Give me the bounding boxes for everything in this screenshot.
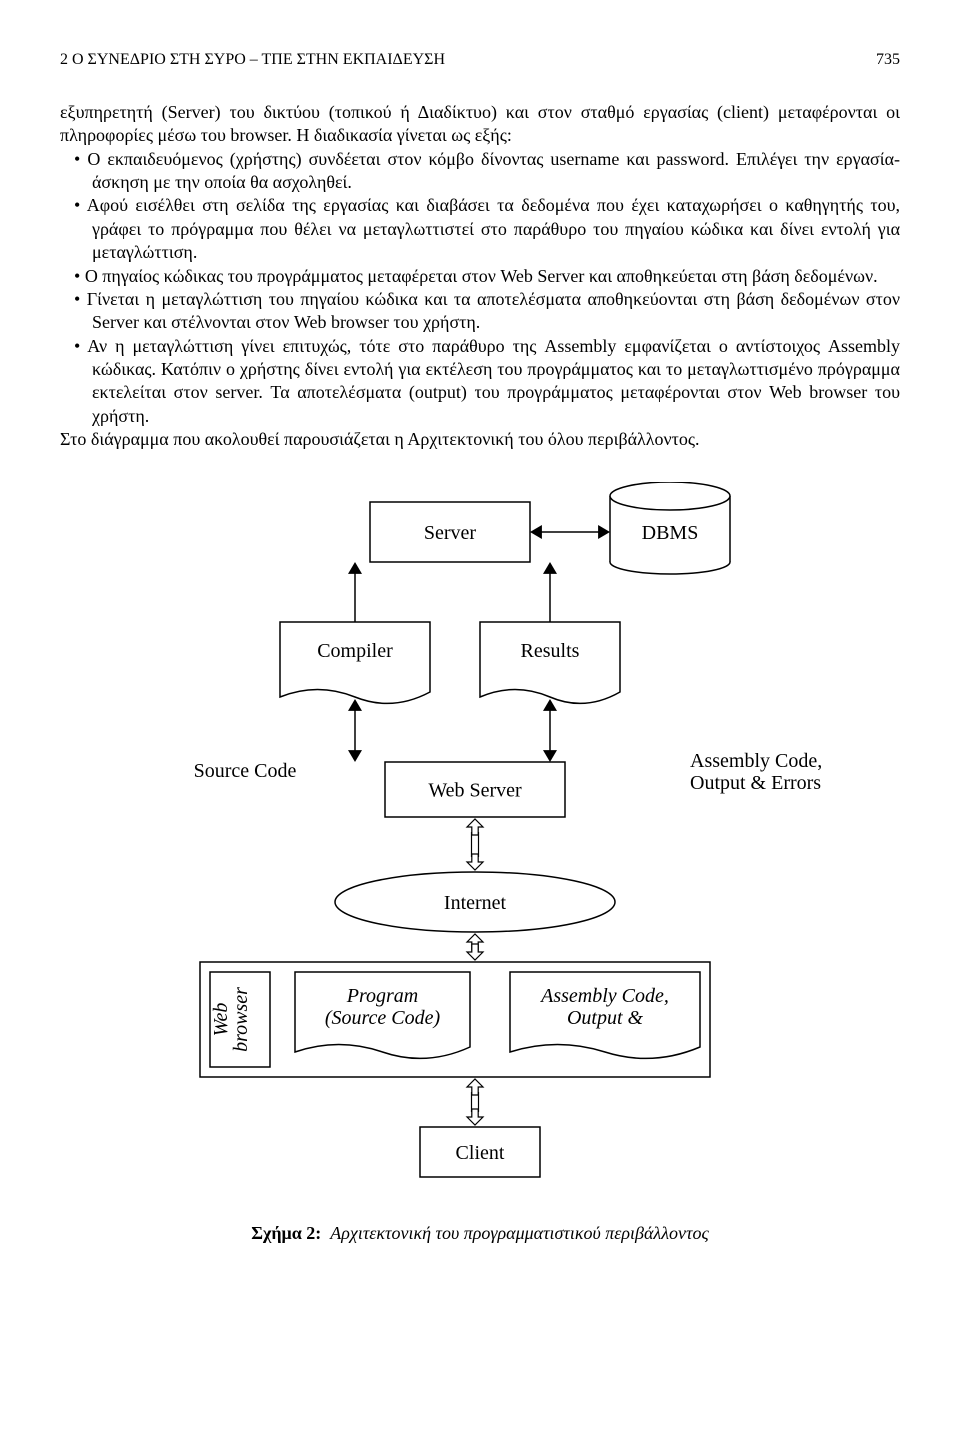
caption-text: Αρχιτεκτονική του προγραμματιστικού περι… bbox=[330, 1223, 708, 1243]
bullet-2: Αφού εισέλθει στη σελίδα της εργασίας κα… bbox=[60, 194, 900, 264]
svg-text:Source Code: Source Code bbox=[194, 760, 297, 782]
svg-text:Server: Server bbox=[424, 522, 477, 544]
header-left: 2 Ο ΣΥΝΕΔΡΙΟ ΣΤΗ ΣΥΡΟ – ΤΠΕ ΣΤΗΝ ΕΚΠΑΙΔΕ… bbox=[60, 50, 445, 71]
svg-text:Assembly Code,Output & Errors: Assembly Code,Output & Errors bbox=[690, 750, 822, 794]
svg-text:Web Server: Web Server bbox=[428, 779, 522, 801]
page-number: 735 bbox=[876, 50, 900, 71]
caption-label: Σχήμα 2: bbox=[251, 1223, 321, 1243]
svg-text:DBMS: DBMS bbox=[642, 522, 699, 544]
bullet-5: Αν η μεταγλώττιση γίνει επιτυχώς, τότε σ… bbox=[60, 335, 900, 429]
figure-caption: Σχήμα 2: Αρχιτεκτονική του προγραμματιστ… bbox=[60, 1222, 900, 1245]
bullet-1: Ο εκπαιδευόμενος (χρήστης) συνδέεται στο… bbox=[60, 148, 900, 195]
svg-text:Results: Results bbox=[521, 640, 580, 662]
architecture-diagram: Server DBMS Compiler Results Web Server Sourc… bbox=[130, 482, 830, 1192]
bullet-3: Ο πηγαίος κώδικας του προγράμματος μεταφ… bbox=[60, 265, 900, 288]
paragraph-intro: εξυπηρετητή (Server) του δικτύου (τοπικο… bbox=[60, 101, 900, 148]
page-header: 2 Ο ΣΥΝΕΔΡΙΟ ΣΤΗ ΣΥΡΟ – ΤΠΕ ΣΤΗΝ ΕΚΠΑΙΔΕ… bbox=[60, 50, 900, 71]
bullet-4: Γίνεται η μεταγλώττιση του πηγαίου κώδικ… bbox=[60, 288, 900, 335]
svg-text:Compiler: Compiler bbox=[317, 640, 393, 662]
svg-text:Internet: Internet bbox=[444, 892, 507, 914]
paragraph-outro: Στο διάγραμμα που ακολουθεί παρουσιάζετα… bbox=[60, 428, 900, 451]
svg-text:Client: Client bbox=[456, 1142, 505, 1164]
body-text: εξυπηρετητή (Server) του δικτύου (τοπικο… bbox=[60, 101, 900, 452]
